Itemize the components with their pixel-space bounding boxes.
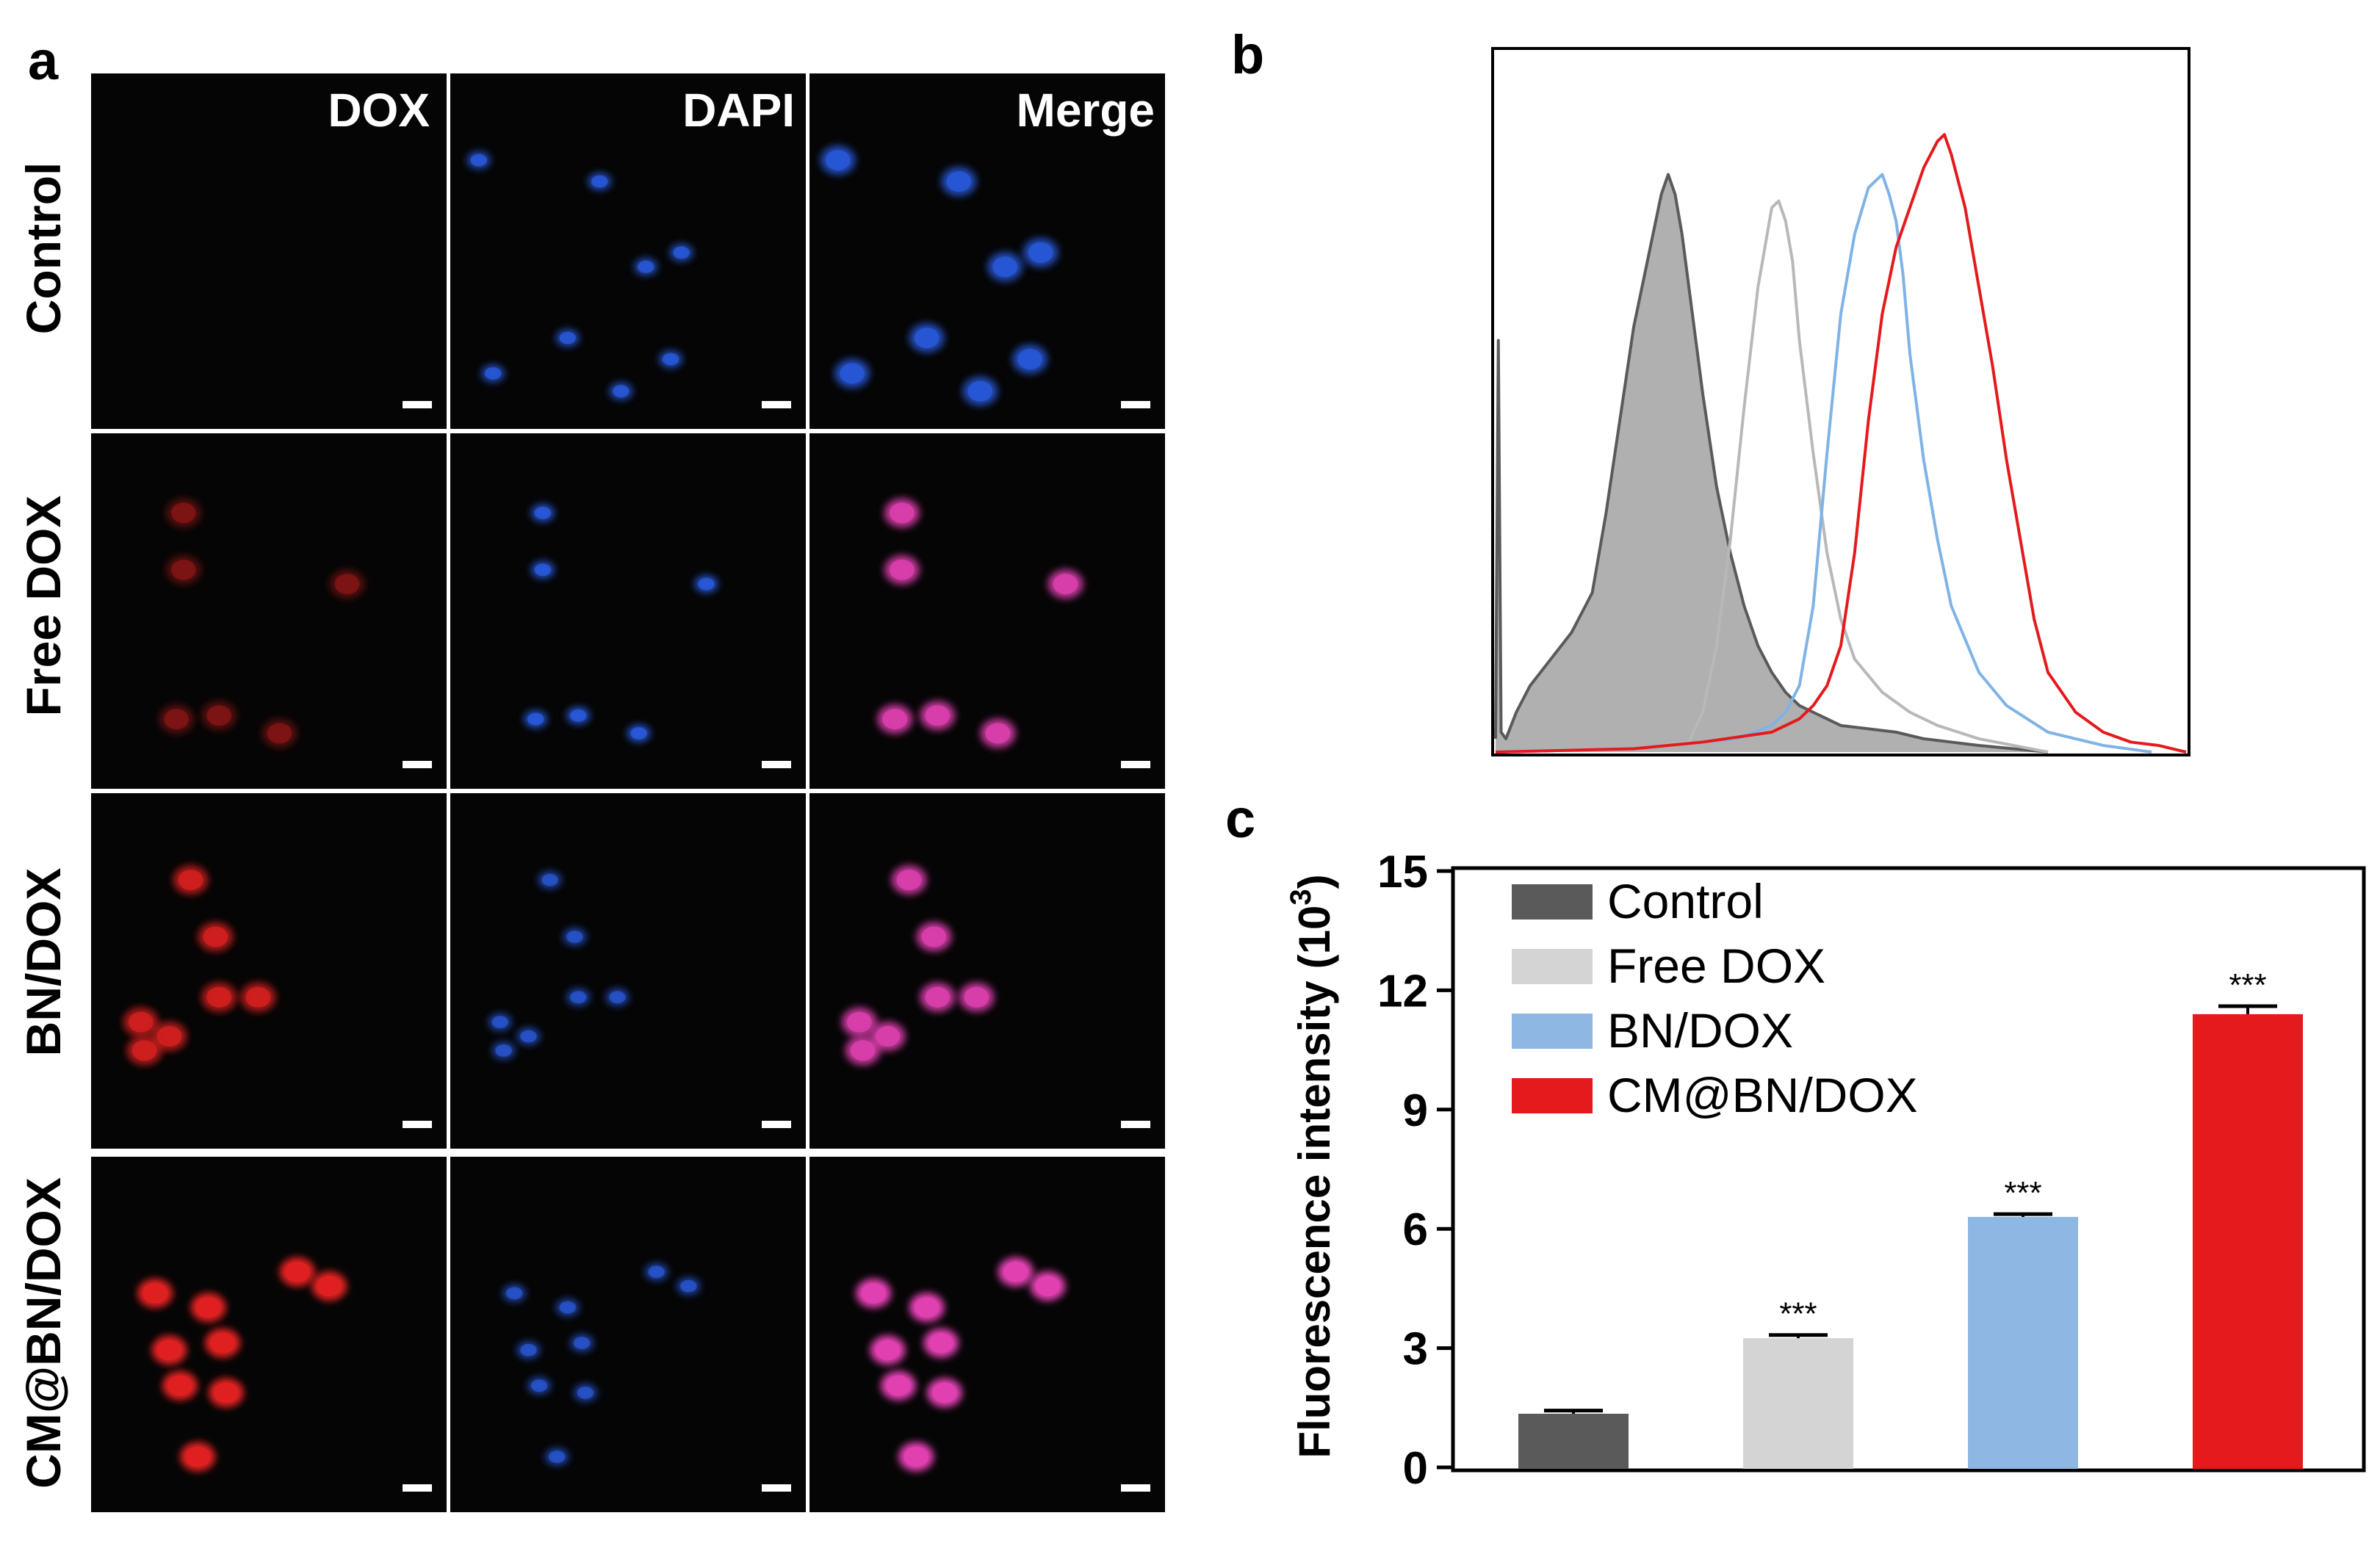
scale-bar [403,761,432,768]
column-header-merge: Merge [1017,84,1155,137]
scale-bar [762,401,791,408]
micrograph-dox-row3 [91,793,447,1149]
panel-b-letter: b [1231,24,1264,85]
panel-a-micrographs: a DOX DAPI Merge Control Free DOX BN/DOX… [16,30,1169,1513]
row-label-free-dox: Free DOX [16,496,71,717]
bar-free-dox [1743,1338,1853,1469]
y-tick-label: 6 [1403,1204,1428,1255]
scale-bar [1121,761,1150,768]
micrograph-merge-row3 [809,793,1165,1149]
panel-a-letter: a [28,30,59,91]
scale-bar [1121,1484,1150,1492]
histogram-curve-free-dox [1495,199,2049,754]
scale-bar [403,401,432,408]
bar-control [1518,1413,1629,1469]
histogram-fill-control [1496,174,2048,752]
micrograph-dox-row1 [91,73,447,429]
histogram-curve-bn-dox [1495,173,2152,754]
legend-label-control: Control [1607,874,1764,928]
micrograph-dapi-row4 [450,1157,806,1512]
scale-bar [762,1484,791,1492]
bar-legend: Control Free DOX BN/DOX CM@BN/DOX [1512,874,1918,1122]
row-label-control: Control [16,162,71,335]
legend-label-bn-dox: BN/DOX [1607,1003,1793,1058]
y-tick-label: 15 [1377,847,1428,897]
scale-bar [1121,1121,1150,1128]
legend-swatch-bn-dox [1512,1014,1593,1049]
column-header-dapi: DAPI [682,84,795,137]
panel-c-letter: c [1225,788,1255,849]
row-label-cm-bn-dox: CM@BN/DOX [16,1177,71,1489]
micrograph-dox-row4 [91,1157,447,1512]
column-header-dox: DOX [328,84,430,137]
micrograph-merge-row2 [809,433,1165,789]
legend-swatch-control [1512,884,1593,920]
micrograph-merge-row4 [809,1157,1165,1512]
micrograph-dox-row2 [91,433,447,789]
micrograph-dapi-row3 [450,793,806,1149]
micrograph-dapi-row2 [450,433,806,789]
legend-label-cm-bn-dox: CM@BN/DOX [1607,1068,1918,1122]
panel-c-bar-chart: c Fluorescence intensity(103) 0 3 6 9 12 15 *… [1225,788,2366,1494]
scale-bar [403,1484,432,1492]
micrograph-merge-row1 [809,73,1165,429]
y-tick-label: 9 [1403,1085,1428,1136]
y-tick-label: 3 [1403,1324,1428,1375]
legend-swatch-cm-bn-dox [1512,1078,1593,1113]
y-tick-label: 12 [1377,966,1428,1016]
row-label-bn-dox: BN/DOX [16,868,71,1057]
scale-bar [762,761,791,768]
significance-cm-bn-dox: *** [2229,967,2266,1003]
scale-bar [762,1121,791,1128]
histogram-curve-cm-bn-dox [1495,133,2187,754]
micrograph-dapi-row1 [450,73,806,429]
significance-free-dox: *** [1779,1296,1817,1332]
y-axis-label: Fluorescence intensity(103) [1285,874,1339,1458]
y-tick-label: 0 [1403,1443,1428,1494]
significance-bn-dox: *** [2004,1175,2041,1211]
histogram-curve-control [1494,173,2049,754]
scale-bar [1121,401,1150,408]
legend-swatch-free-dox [1512,949,1593,984]
panel-b-flow-histogram: b [1231,24,2190,756]
bar-cm-bn-dox [2193,1014,2303,1469]
bar-bn-dox [1968,1216,2078,1469]
scale-bar [403,1121,432,1128]
legend-label-free-dox: Free DOX [1607,939,1825,993]
